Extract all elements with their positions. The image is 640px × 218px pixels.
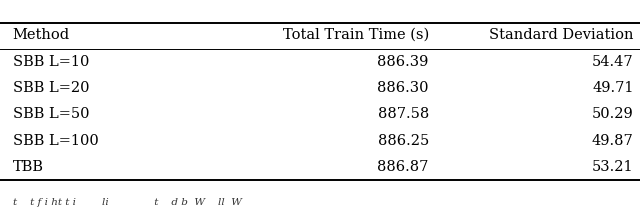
Text: 54.47: 54.47 xyxy=(592,55,634,69)
Text: 886.39: 886.39 xyxy=(378,55,429,69)
Text: TBB: TBB xyxy=(13,160,44,174)
Text: Total Train Time (s): Total Train Time (s) xyxy=(282,28,429,42)
Text: SBB L=10: SBB L=10 xyxy=(13,55,89,69)
Text: SBB L=50: SBB L=50 xyxy=(13,107,90,121)
Text: Method: Method xyxy=(13,28,70,42)
Text: SBB L=20: SBB L=20 xyxy=(13,81,90,95)
Text: 887.58: 887.58 xyxy=(378,107,429,121)
Text: 886.87: 886.87 xyxy=(378,160,429,174)
Text: 53.21: 53.21 xyxy=(592,160,634,174)
Text: 886.30: 886.30 xyxy=(378,81,429,95)
Text: 50.29: 50.29 xyxy=(592,107,634,121)
Text: 886.25: 886.25 xyxy=(378,134,429,148)
Text: 49.71: 49.71 xyxy=(592,81,634,95)
Text: Standard Deviation: Standard Deviation xyxy=(489,28,634,42)
Text: SBB L=100: SBB L=100 xyxy=(13,134,99,148)
Text: 49.87: 49.87 xyxy=(592,134,634,148)
Text: t    t f i ht t i        li              t    d b  W    ll  W: t t f i ht t i li t d b W ll W xyxy=(13,198,242,207)
